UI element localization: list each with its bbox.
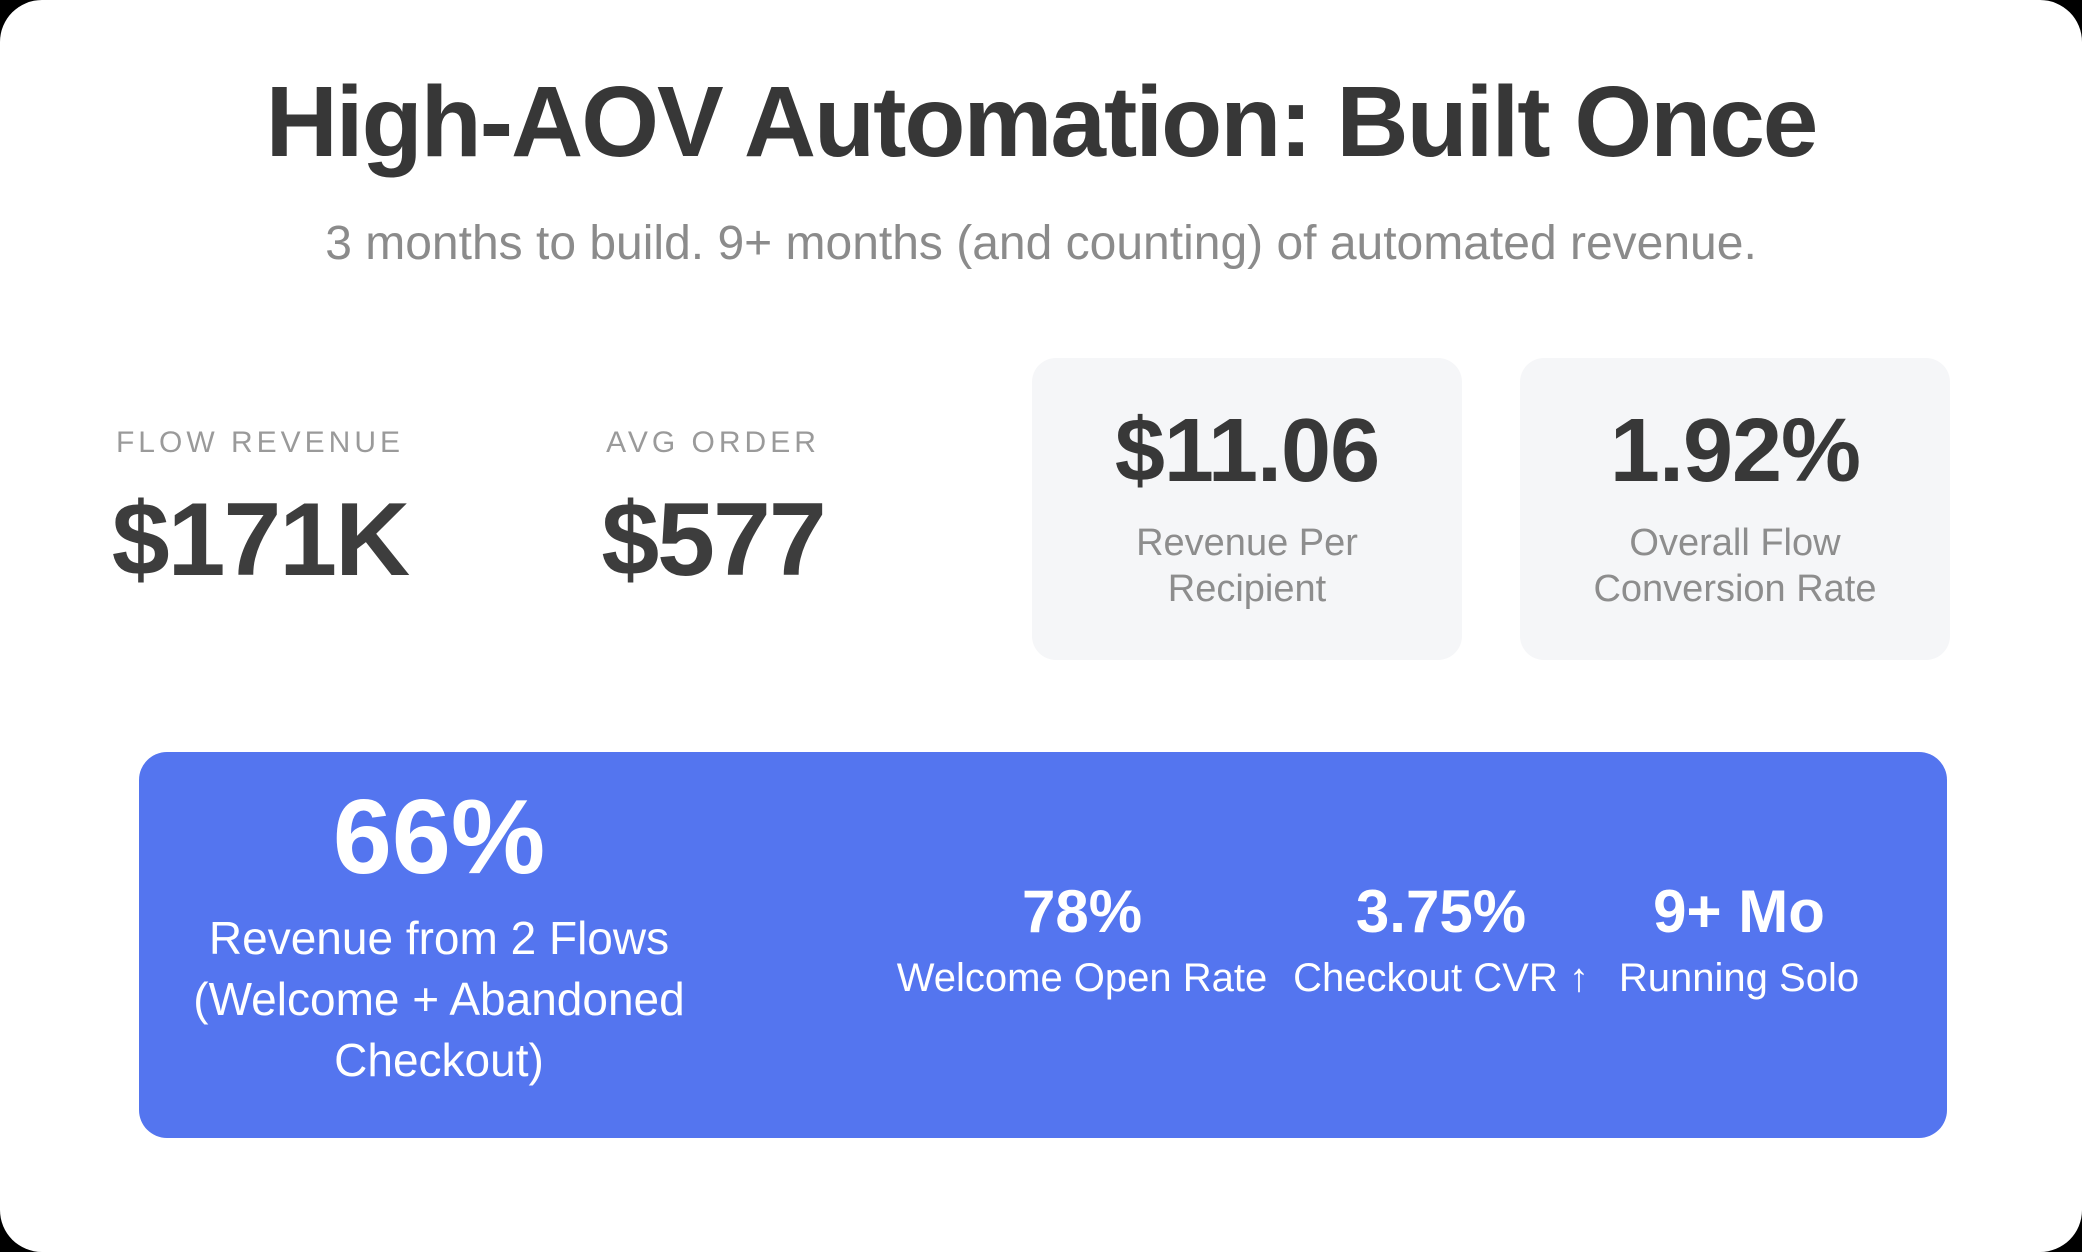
banner-highlight-block: 66% Revenue from 2 Flows (Welcome + Aban… bbox=[149, 784, 729, 1092]
banner-stat-checkout-cvr: 3.75% Checkout CVR ↑ bbox=[1231, 878, 1651, 1000]
banner-stat-welcome-open-rate: 78% Welcome Open Rate bbox=[872, 878, 1292, 1000]
banner-stat-checkout-cvr-label: Checkout CVR ↑ bbox=[1293, 956, 1589, 1000]
kpi-card-flow-conversion-rate: 1.92% Overall Flow Conversion Rate bbox=[1520, 358, 1950, 660]
stat-avg-order-value: $577 bbox=[601, 482, 826, 598]
banner-highlight-value: 66% bbox=[332, 778, 546, 896]
banner-caption-line: (Welcome + Abandoned bbox=[193, 973, 685, 1026]
stat-flow-revenue: FLOW REVENUE $171K bbox=[50, 426, 470, 598]
kpi-label-revenue-per-recipient: Revenue Per Recipient bbox=[1136, 521, 1358, 610]
banner-stat-welcome-open-rate-value: 78% bbox=[1021, 878, 1143, 945]
banner-stat-running-solo-label: Running Solo bbox=[1618, 956, 1860, 1000]
banner-caption-line: Revenue from 2 Flows bbox=[208, 912, 670, 964]
page-subtitle: 3 months to build. 9+ months (and counti… bbox=[325, 217, 1757, 270]
banner-stat-running-solo-value: 9+ Mo bbox=[1653, 878, 1825, 945]
banner-caption-line: Checkout) bbox=[334, 1034, 544, 1087]
highlight-banner: 66% Revenue from 2 Flows (Welcome + Aban… bbox=[139, 752, 1947, 1138]
kpi-card-revenue-per-recipient: $11.06 Revenue Per Recipient bbox=[1032, 358, 1462, 660]
stat-flow-revenue-label: FLOW REVENUE bbox=[115, 426, 405, 459]
kpi-value-revenue-per-recipient: $11.06 bbox=[1114, 400, 1380, 501]
banner-stat-running-solo: 9+ Mo Running Solo bbox=[1529, 878, 1949, 1000]
kpi-value-flow-conversion-rate: 1.92% bbox=[1609, 400, 1861, 501]
stat-avg-order-label: AVG ORDER bbox=[606, 426, 820, 459]
banner-stat-welcome-open-rate-label: Welcome Open Rate bbox=[896, 956, 1268, 1000]
kpi-label-flow-conversion-rate: Overall Flow Conversion Rate bbox=[1593, 521, 1877, 610]
page-title: High-AOV Automation: Built Once bbox=[265, 66, 1819, 178]
banner-highlight-caption: Revenue from 2 Flows (Welcome + Abandone… bbox=[149, 908, 729, 1092]
stat-avg-order: AVG ORDER $577 bbox=[503, 426, 923, 598]
stat-flow-revenue-value: $171K bbox=[111, 482, 410, 598]
banner-stat-checkout-cvr-value: 3.75% bbox=[1355, 878, 1527, 945]
